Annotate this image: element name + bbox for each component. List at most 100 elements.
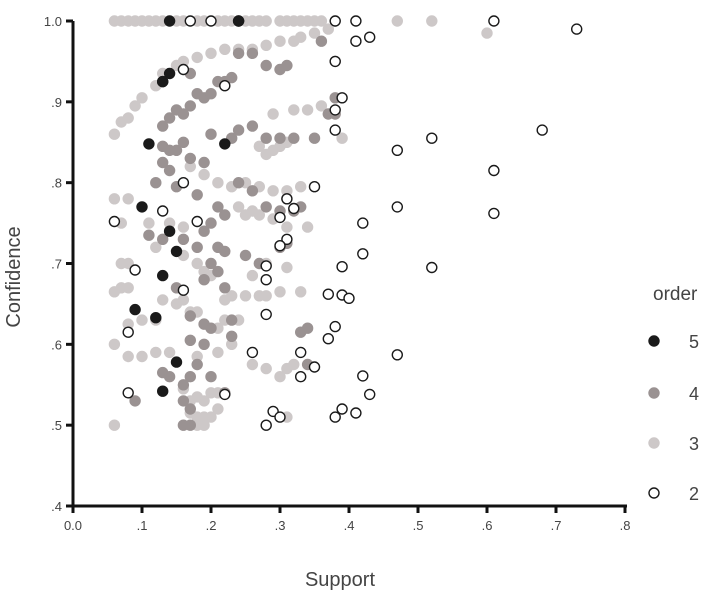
point-order-4 xyxy=(246,120,259,132)
point-order-4 xyxy=(205,257,217,270)
point-order-3 xyxy=(308,27,321,39)
legend-entries: 5 4 3 2 xyxy=(648,332,699,504)
point-order-4 xyxy=(170,144,183,157)
point-order-2 xyxy=(336,403,348,415)
point-order-3 xyxy=(322,23,334,35)
point-order-2 xyxy=(357,248,369,260)
point-order-4 xyxy=(177,108,190,120)
point-order-3 xyxy=(150,346,162,359)
y-tick-label: 1.0 xyxy=(44,14,62,29)
point-order-3 xyxy=(177,294,190,306)
point-order-3 xyxy=(239,290,252,302)
point-order-4 xyxy=(184,310,197,322)
point-order-2 xyxy=(122,326,134,338)
x-ticks: 0.0 .1 .2 .3 .4 .5 .6 .7 .8 xyxy=(64,506,630,533)
point-order-2 xyxy=(571,23,583,35)
point-order-2 xyxy=(391,349,403,361)
point-order-2 xyxy=(295,346,307,359)
legend-label-3: 3 xyxy=(689,434,699,454)
point-order-2 xyxy=(177,176,190,189)
point-order-3 xyxy=(246,269,259,282)
point-order-4 xyxy=(232,176,245,189)
point-order-3 xyxy=(219,43,231,55)
point-order-4 xyxy=(219,209,231,221)
point-order-4 xyxy=(184,419,197,431)
point-order-5 xyxy=(232,15,245,27)
point-order-5 xyxy=(170,356,183,368)
point-order-4 xyxy=(150,176,162,189)
point-order-4 xyxy=(143,229,155,241)
point-order-4 xyxy=(232,47,245,59)
point-order-3 xyxy=(143,217,155,229)
y-tick-label: .8 xyxy=(51,176,62,191)
point-order-3 xyxy=(122,193,134,205)
point-order-2 xyxy=(281,233,293,246)
point-order-4 xyxy=(205,217,217,229)
point-order-4 xyxy=(212,201,224,213)
y-tick-label: .6 xyxy=(51,337,62,352)
point-order-2 xyxy=(357,217,369,229)
point-order-2 xyxy=(308,361,321,373)
point-order-5 xyxy=(170,245,183,258)
axes: 0.0 .1 .2 .3 .4 .5 .6 .7 .8 .4 .5 .6 .7 .8 .9 1.0 xyxy=(44,14,631,533)
point-order-3 xyxy=(260,290,272,302)
legend-marker-2 xyxy=(648,487,660,499)
x-tick-label: .4 xyxy=(344,518,355,533)
point-order-2 xyxy=(260,274,272,286)
point-order-4 xyxy=(212,265,224,278)
point-order-5 xyxy=(163,15,176,27)
point-order-4 xyxy=(156,233,169,246)
point-order-4 xyxy=(205,87,217,100)
point-order-4 xyxy=(301,322,314,334)
point-order-3 xyxy=(108,338,121,350)
point-order-2 xyxy=(350,35,362,47)
point-order-2 xyxy=(488,164,500,177)
point-order-2 xyxy=(322,333,334,345)
point-order-3 xyxy=(391,15,403,27)
x-tick-label: .5 xyxy=(413,518,424,533)
point-order-3 xyxy=(129,100,141,112)
point-order-3 xyxy=(315,15,328,27)
point-order-5 xyxy=(150,312,162,324)
x-axis-title: Support xyxy=(305,569,375,591)
point-order-3 xyxy=(108,286,121,298)
point-order-4 xyxy=(225,314,238,326)
point-order-3 xyxy=(205,47,217,59)
point-order-3 xyxy=(177,221,190,233)
point-order-4 xyxy=(163,371,176,383)
point-order-5 xyxy=(156,75,169,88)
point-order-3 xyxy=(122,350,134,363)
point-order-2 xyxy=(364,388,376,401)
point-order-3 xyxy=(301,221,314,233)
point-order-2 xyxy=(329,320,341,333)
point-order-2 xyxy=(350,15,362,27)
point-order-5 xyxy=(219,138,231,150)
y-tick-label: .5 xyxy=(51,418,62,433)
point-order-2 xyxy=(357,370,369,382)
point-order-4 xyxy=(156,120,169,132)
legend-title: order xyxy=(653,284,698,305)
point-order-4 xyxy=(129,395,141,407)
point-order-4 xyxy=(260,59,272,72)
point-order-4 xyxy=(246,185,259,197)
point-order-2 xyxy=(260,308,272,321)
point-order-3 xyxy=(108,419,121,431)
point-order-2 xyxy=(274,211,286,224)
point-order-4 xyxy=(198,156,210,169)
point-order-3 xyxy=(212,176,224,189)
point-order-4 xyxy=(191,241,203,254)
point-order-2 xyxy=(295,371,307,383)
point-order-4 xyxy=(219,245,231,258)
point-order-2 xyxy=(219,79,231,92)
point-order-2 xyxy=(219,388,231,401)
point-order-3 xyxy=(288,358,300,371)
point-order-2 xyxy=(205,15,217,27)
point-order-2 xyxy=(426,261,438,274)
point-order-3 xyxy=(253,209,265,221)
point-order-4 xyxy=(225,330,238,342)
point-order-4 xyxy=(315,35,328,47)
point-order-2 xyxy=(177,284,190,296)
point-order-3 xyxy=(246,358,259,371)
point-order-5 xyxy=(163,225,176,237)
point-order-3 xyxy=(481,27,493,39)
